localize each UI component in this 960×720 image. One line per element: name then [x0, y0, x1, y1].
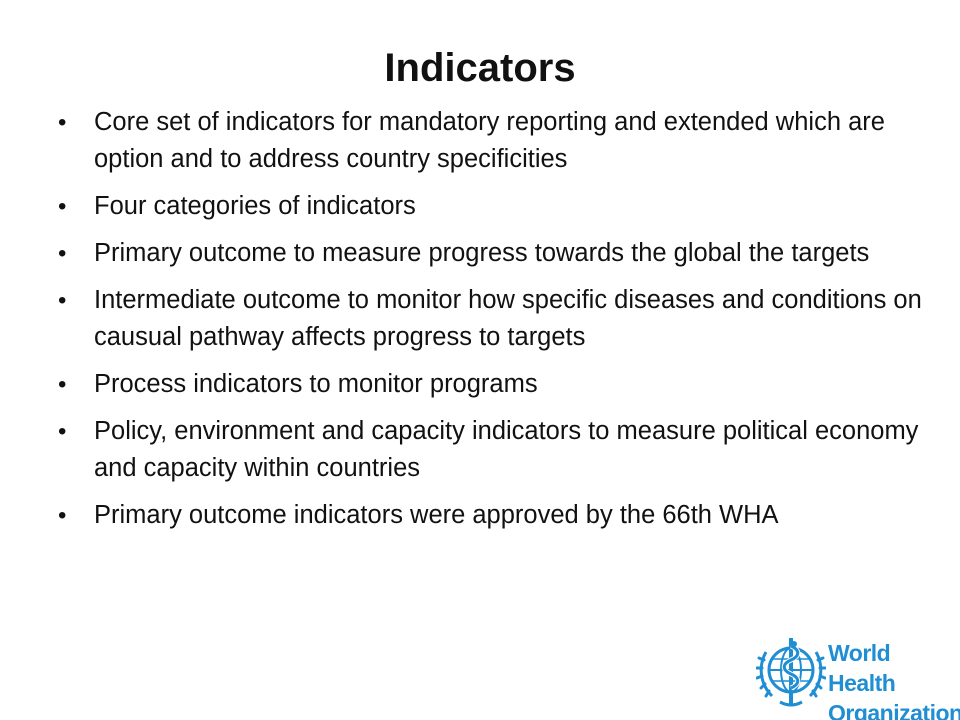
bullet-text: Process indicators to monitor programs — [94, 370, 538, 398]
bullet-text: Intermediate outcome to monitor how spec… — [94, 286, 922, 351]
bullet-list: • Core set of indicators for mandatory r… — [58, 104, 938, 544]
bullet-text: Four categories of indicators — [94, 192, 416, 220]
bullet-text: Primary outcome indicators were approved… — [94, 501, 779, 529]
bullet-text: Policy, environment and capacity indicat… — [94, 417, 919, 482]
bullet-marker: • — [58, 193, 67, 220]
who-logo-line2: Organization — [828, 700, 960, 720]
bullet-item: • Intermediate outcome to monitor how sp… — [58, 282, 938, 356]
bullet-item: • Policy, environment and capacity indic… — [58, 413, 938, 487]
slide-title: Indicators — [384, 46, 576, 90]
bullet-item: • Four categories of indicators — [58, 188, 938, 225]
who-logo-line1: World Health — [828, 640, 896, 696]
bullet-item: • Process indicators to monitor programs — [58, 366, 938, 403]
bullet-item: • Core set of indicators for mandatory r… — [58, 104, 938, 178]
bullet-item: • Primary outcome indicators were approv… — [58, 497, 938, 534]
bullet-marker: • — [58, 109, 67, 136]
bullet-item: • Primary outcome to measure progress to… — [58, 235, 938, 272]
bullet-marker: • — [58, 418, 67, 445]
bullet-marker: • — [58, 287, 67, 314]
who-emblem-icon — [756, 638, 826, 707]
who-logo: World Health Organization — [756, 632, 960, 720]
bullet-marker: • — [58, 502, 67, 529]
bullet-text: Primary outcome to measure progress towa… — [94, 239, 870, 267]
bullet-marker: • — [58, 371, 67, 398]
bullet-marker: • — [58, 240, 67, 267]
bullet-text: Core set of indicators for mandatory rep… — [94, 108, 885, 173]
who-logo-text: World Health Organization — [828, 638, 960, 720]
